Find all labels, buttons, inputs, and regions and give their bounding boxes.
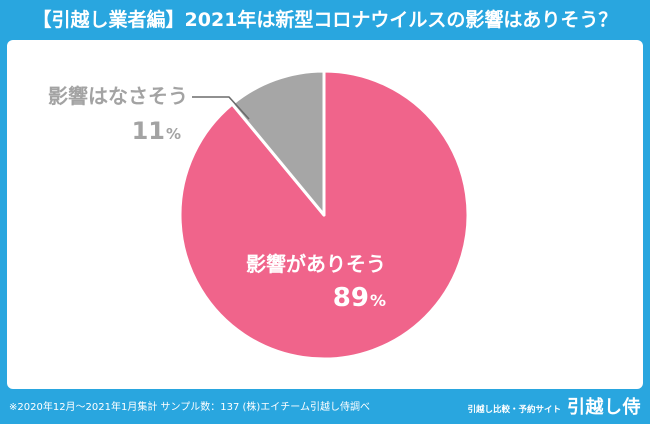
leader-line <box>192 96 250 120</box>
chart-title: 【引越し業者編】2021年は新型コロナウイルスの影響はありそう？ <box>32 9 618 31</box>
brand-tagline: 引越し比較・予約サイト <box>467 404 561 415</box>
data-label-unit: % <box>166 125 181 143</box>
pie-slices <box>178 69 470 361</box>
category-label-no-impact: 影響はなさそう <box>48 84 188 108</box>
data-label-value: 11 <box>132 117 165 145</box>
brand-logo-text: 引越し侍 <box>567 397 641 418</box>
category-label-impact-likely: 影響がありそう <box>246 252 386 276</box>
data-label-unit: % <box>370 291 386 310</box>
data-label-no-impact: 11% <box>132 117 181 145</box>
data-label-value: 89 <box>333 283 369 313</box>
survey-note: ※2020年12月～2021年1月集計 サンプル数：137 (株)エイチーム引越… <box>9 402 371 413</box>
pie-slice-no-impact <box>230 69 326 217</box>
data-label-impact-likely: 89% <box>333 283 386 313</box>
brand: 引越し比較・予約サイト 引越し侍 <box>467 396 641 420</box>
title-bar: 【引越し業者編】2021年は新型コロナウイルスの影響はありそう？ <box>0 0 650 40</box>
